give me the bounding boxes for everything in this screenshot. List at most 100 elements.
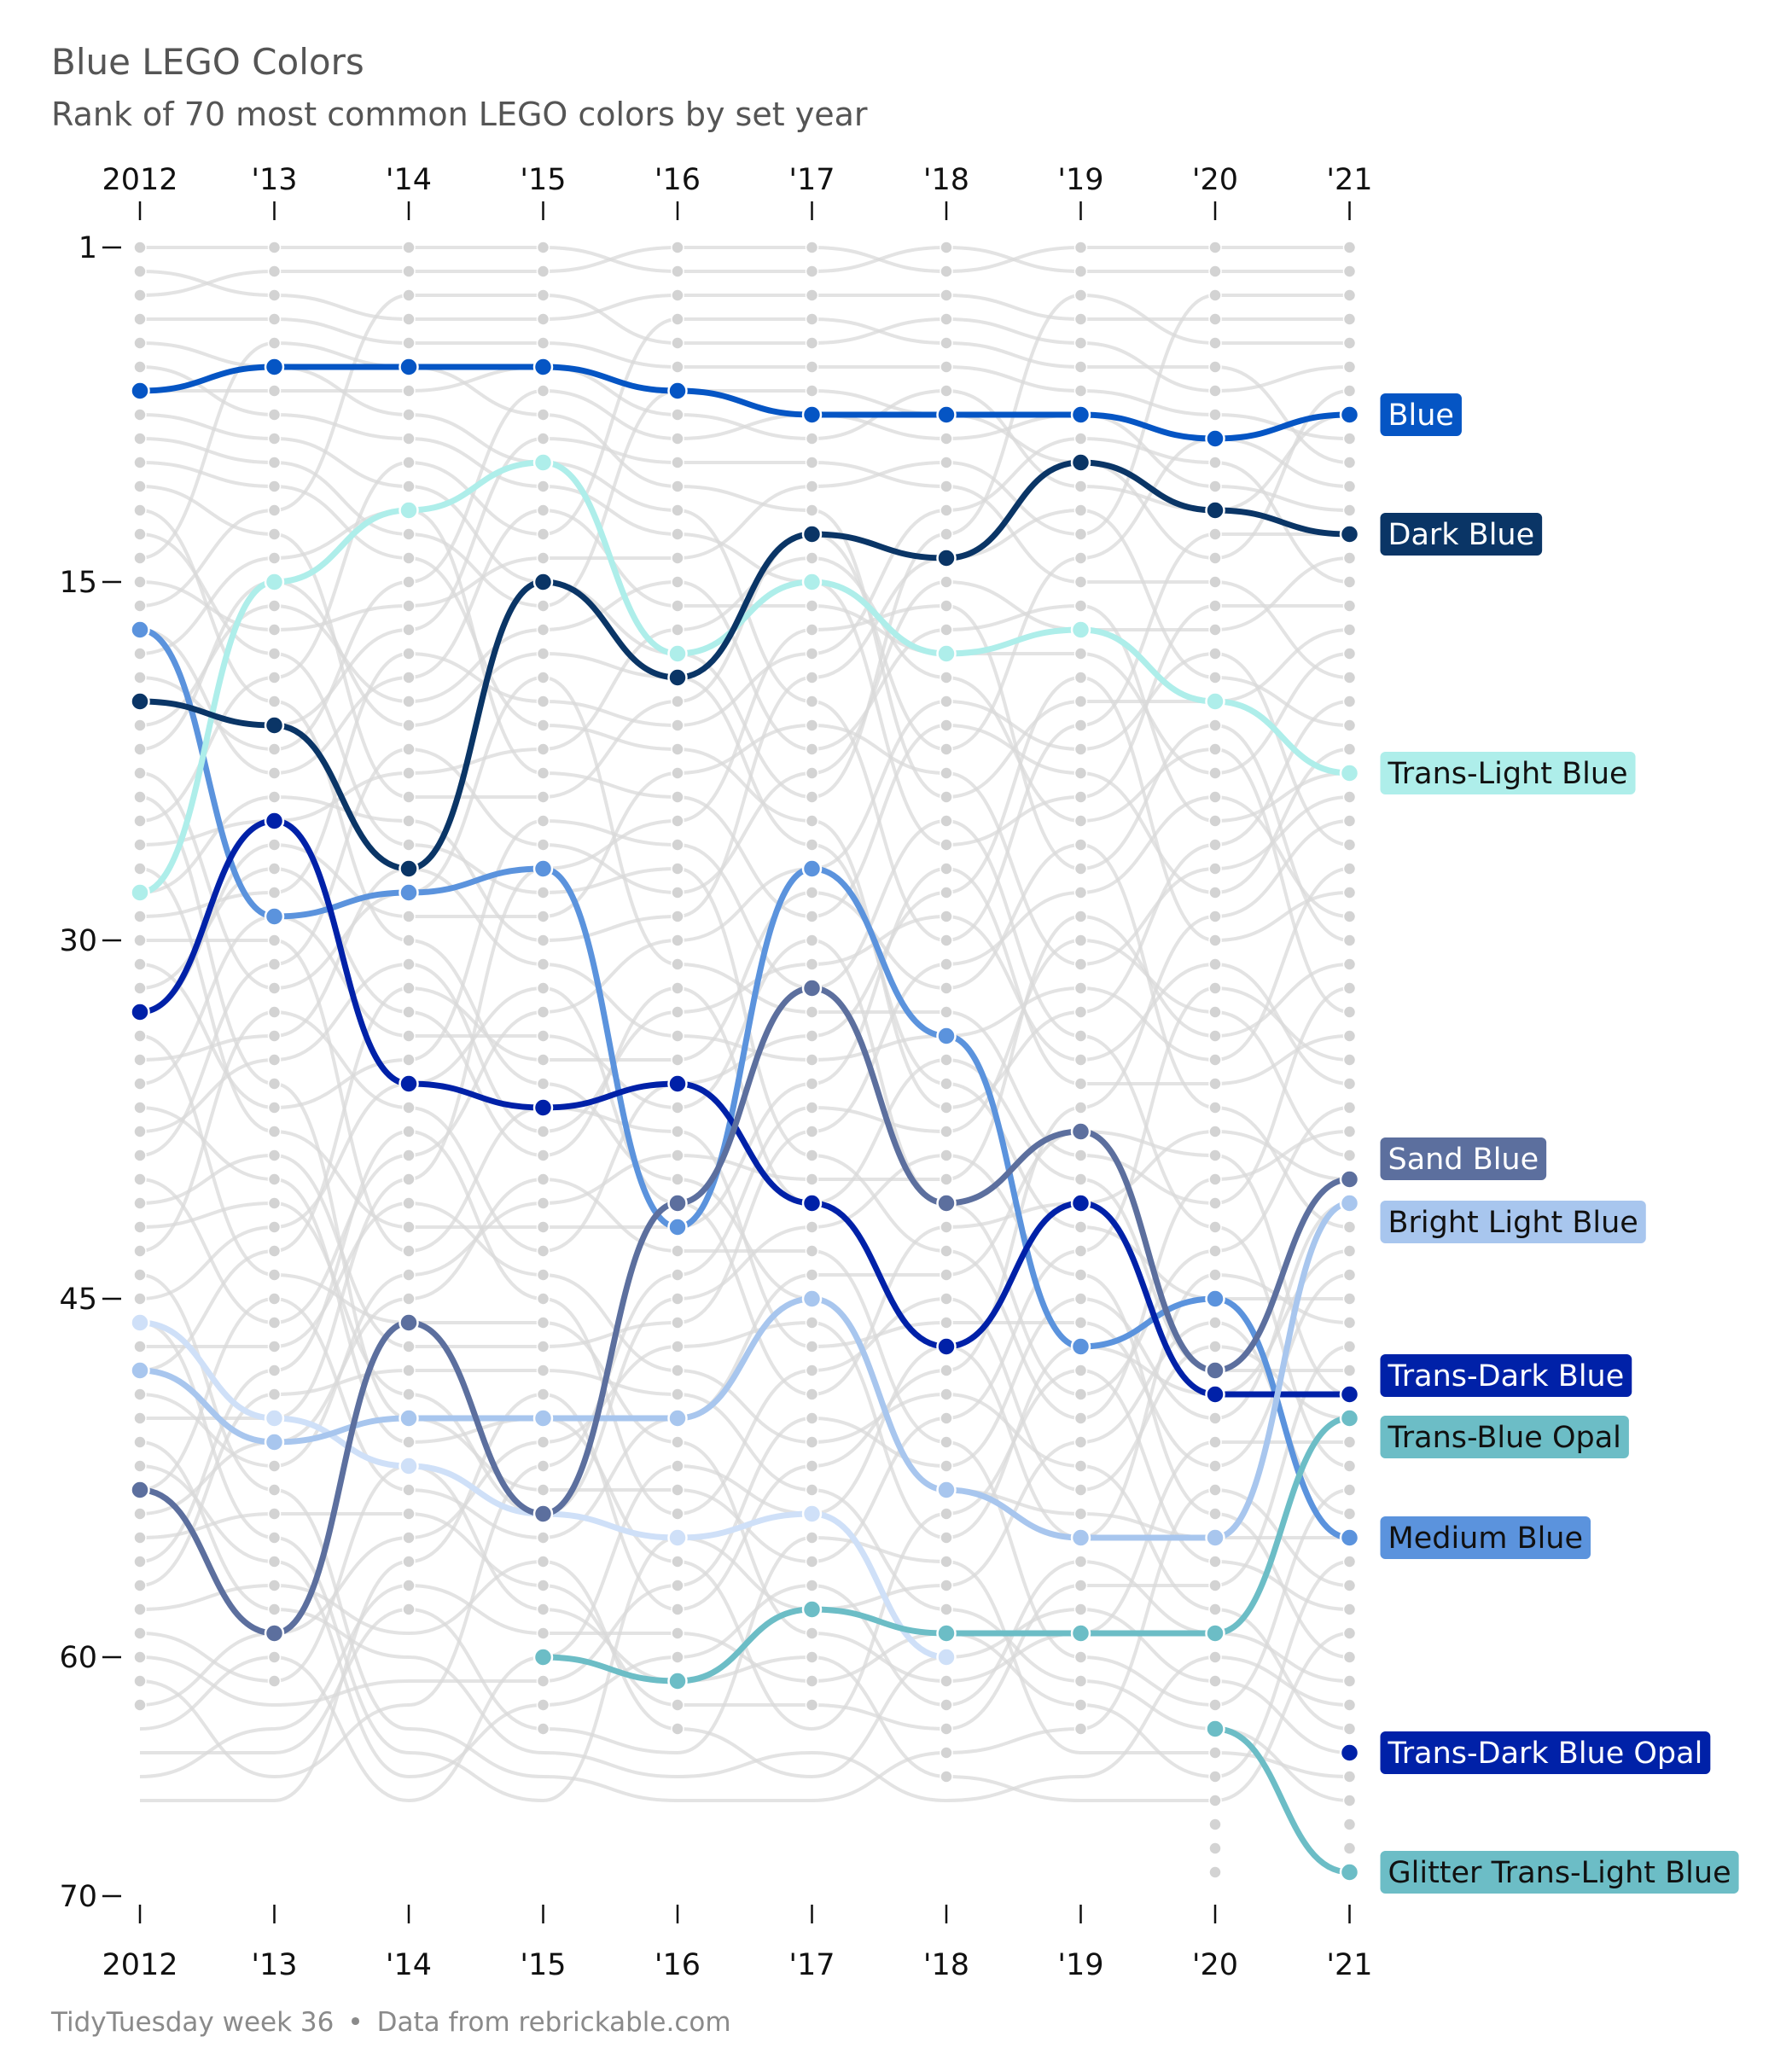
background-dot [940, 1698, 953, 1712]
background-dot [267, 527, 282, 541]
background-dot [1208, 1650, 1222, 1664]
background-dot [1073, 814, 1088, 828]
background-dot [536, 1626, 550, 1640]
background-dot [1073, 1411, 1088, 1425]
highlight-series [130, 357, 1360, 1882]
background-dot [1342, 432, 1357, 445]
background-dot [1073, 599, 1088, 613]
background-dot [267, 647, 282, 660]
background-dot [1208, 241, 1222, 254]
background-dot [133, 432, 147, 445]
background-dot [1073, 575, 1088, 589]
series-point [1339, 1193, 1360, 1213]
background-dot [671, 1005, 684, 1019]
background-dot [536, 1125, 550, 1138]
background-dot [671, 981, 684, 995]
background-dot [671, 1029, 684, 1043]
background-dot [671, 599, 684, 613]
background-dot [536, 1435, 550, 1449]
background-dot [805, 1698, 819, 1712]
background-dot [267, 957, 282, 971]
background-dot [402, 647, 416, 660]
background-dot [1208, 838, 1222, 852]
x-tick-label-bottom: '21 [1326, 1948, 1372, 1982]
background-dot [1342, 1364, 1357, 1377]
series-label-text: Sand Blue [1388, 1143, 1539, 1177]
background-line [139, 1201, 1350, 1731]
background-dot [671, 1101, 684, 1114]
background-dot [1208, 1077, 1222, 1091]
background-dot [267, 1220, 282, 1234]
background-dot [536, 480, 550, 493]
background-line [139, 293, 1350, 800]
background-dot [940, 1579, 953, 1592]
background-dot [1208, 1459, 1222, 1473]
background-dot [402, 1005, 416, 1019]
background-dot [133, 1077, 147, 1091]
background-dot [671, 862, 684, 876]
background-dot [805, 1316, 819, 1329]
background-dot [402, 336, 416, 350]
series-label-box [1380, 1731, 1711, 1774]
series-line [137, 817, 1353, 1398]
background-dot [536, 742, 550, 756]
background-dot [940, 1531, 953, 1545]
series-point [1205, 1384, 1225, 1405]
background-dot [940, 671, 953, 684]
series-point [130, 381, 150, 401]
background-dot [805, 1340, 819, 1353]
background-dot [402, 551, 416, 565]
background-dot [133, 288, 147, 302]
series-label-box [1380, 513, 1543, 556]
background-line [139, 579, 1350, 823]
background-dot [267, 384, 282, 398]
background-dot [805, 671, 819, 684]
background-dot [940, 312, 953, 326]
background-dot [402, 527, 416, 541]
background-dot [402, 1388, 416, 1401]
series-point [936, 404, 957, 425]
background-dot [133, 1435, 147, 1449]
series-point [130, 1312, 150, 1333]
background-dot [1208, 862, 1222, 876]
series-point [130, 1002, 150, 1022]
series-point [130, 691, 150, 712]
background-dot [536, 1698, 550, 1712]
background-dot [267, 838, 282, 852]
background-dot [805, 790, 819, 804]
background-dot [1208, 360, 1222, 374]
background-dot [1342, 623, 1357, 637]
background-dot [671, 288, 684, 302]
background-dot [536, 336, 550, 350]
background-line [140, 245, 1350, 274]
background-dot [1073, 838, 1088, 852]
background-dot [1073, 1650, 1088, 1664]
background-dot [805, 312, 819, 326]
series-point [1339, 524, 1360, 544]
background-dot [536, 1268, 550, 1282]
background-dot [805, 766, 819, 780]
background-dot [267, 1125, 282, 1138]
background-dot [536, 241, 550, 254]
series-point [936, 643, 957, 664]
background-dot [671, 814, 684, 828]
background-dot [1342, 695, 1357, 708]
background-dot [1342, 1650, 1357, 1664]
series-label-box [1380, 1416, 1629, 1458]
background-dot [402, 814, 416, 828]
background-dot [1342, 1029, 1357, 1043]
background-dot [133, 910, 147, 923]
background-dot [267, 1650, 282, 1664]
background-dot [133, 1101, 147, 1114]
background-dot [805, 1364, 819, 1377]
background-dot [133, 766, 147, 780]
background-dot [940, 1101, 953, 1114]
background-dot [133, 981, 147, 995]
background-dot [671, 695, 684, 708]
series-point [1205, 1719, 1225, 1739]
background-dot [536, 288, 550, 302]
series-point [264, 1408, 285, 1428]
background-dot [1342, 1507, 1357, 1521]
background-dot [1342, 1316, 1357, 1329]
